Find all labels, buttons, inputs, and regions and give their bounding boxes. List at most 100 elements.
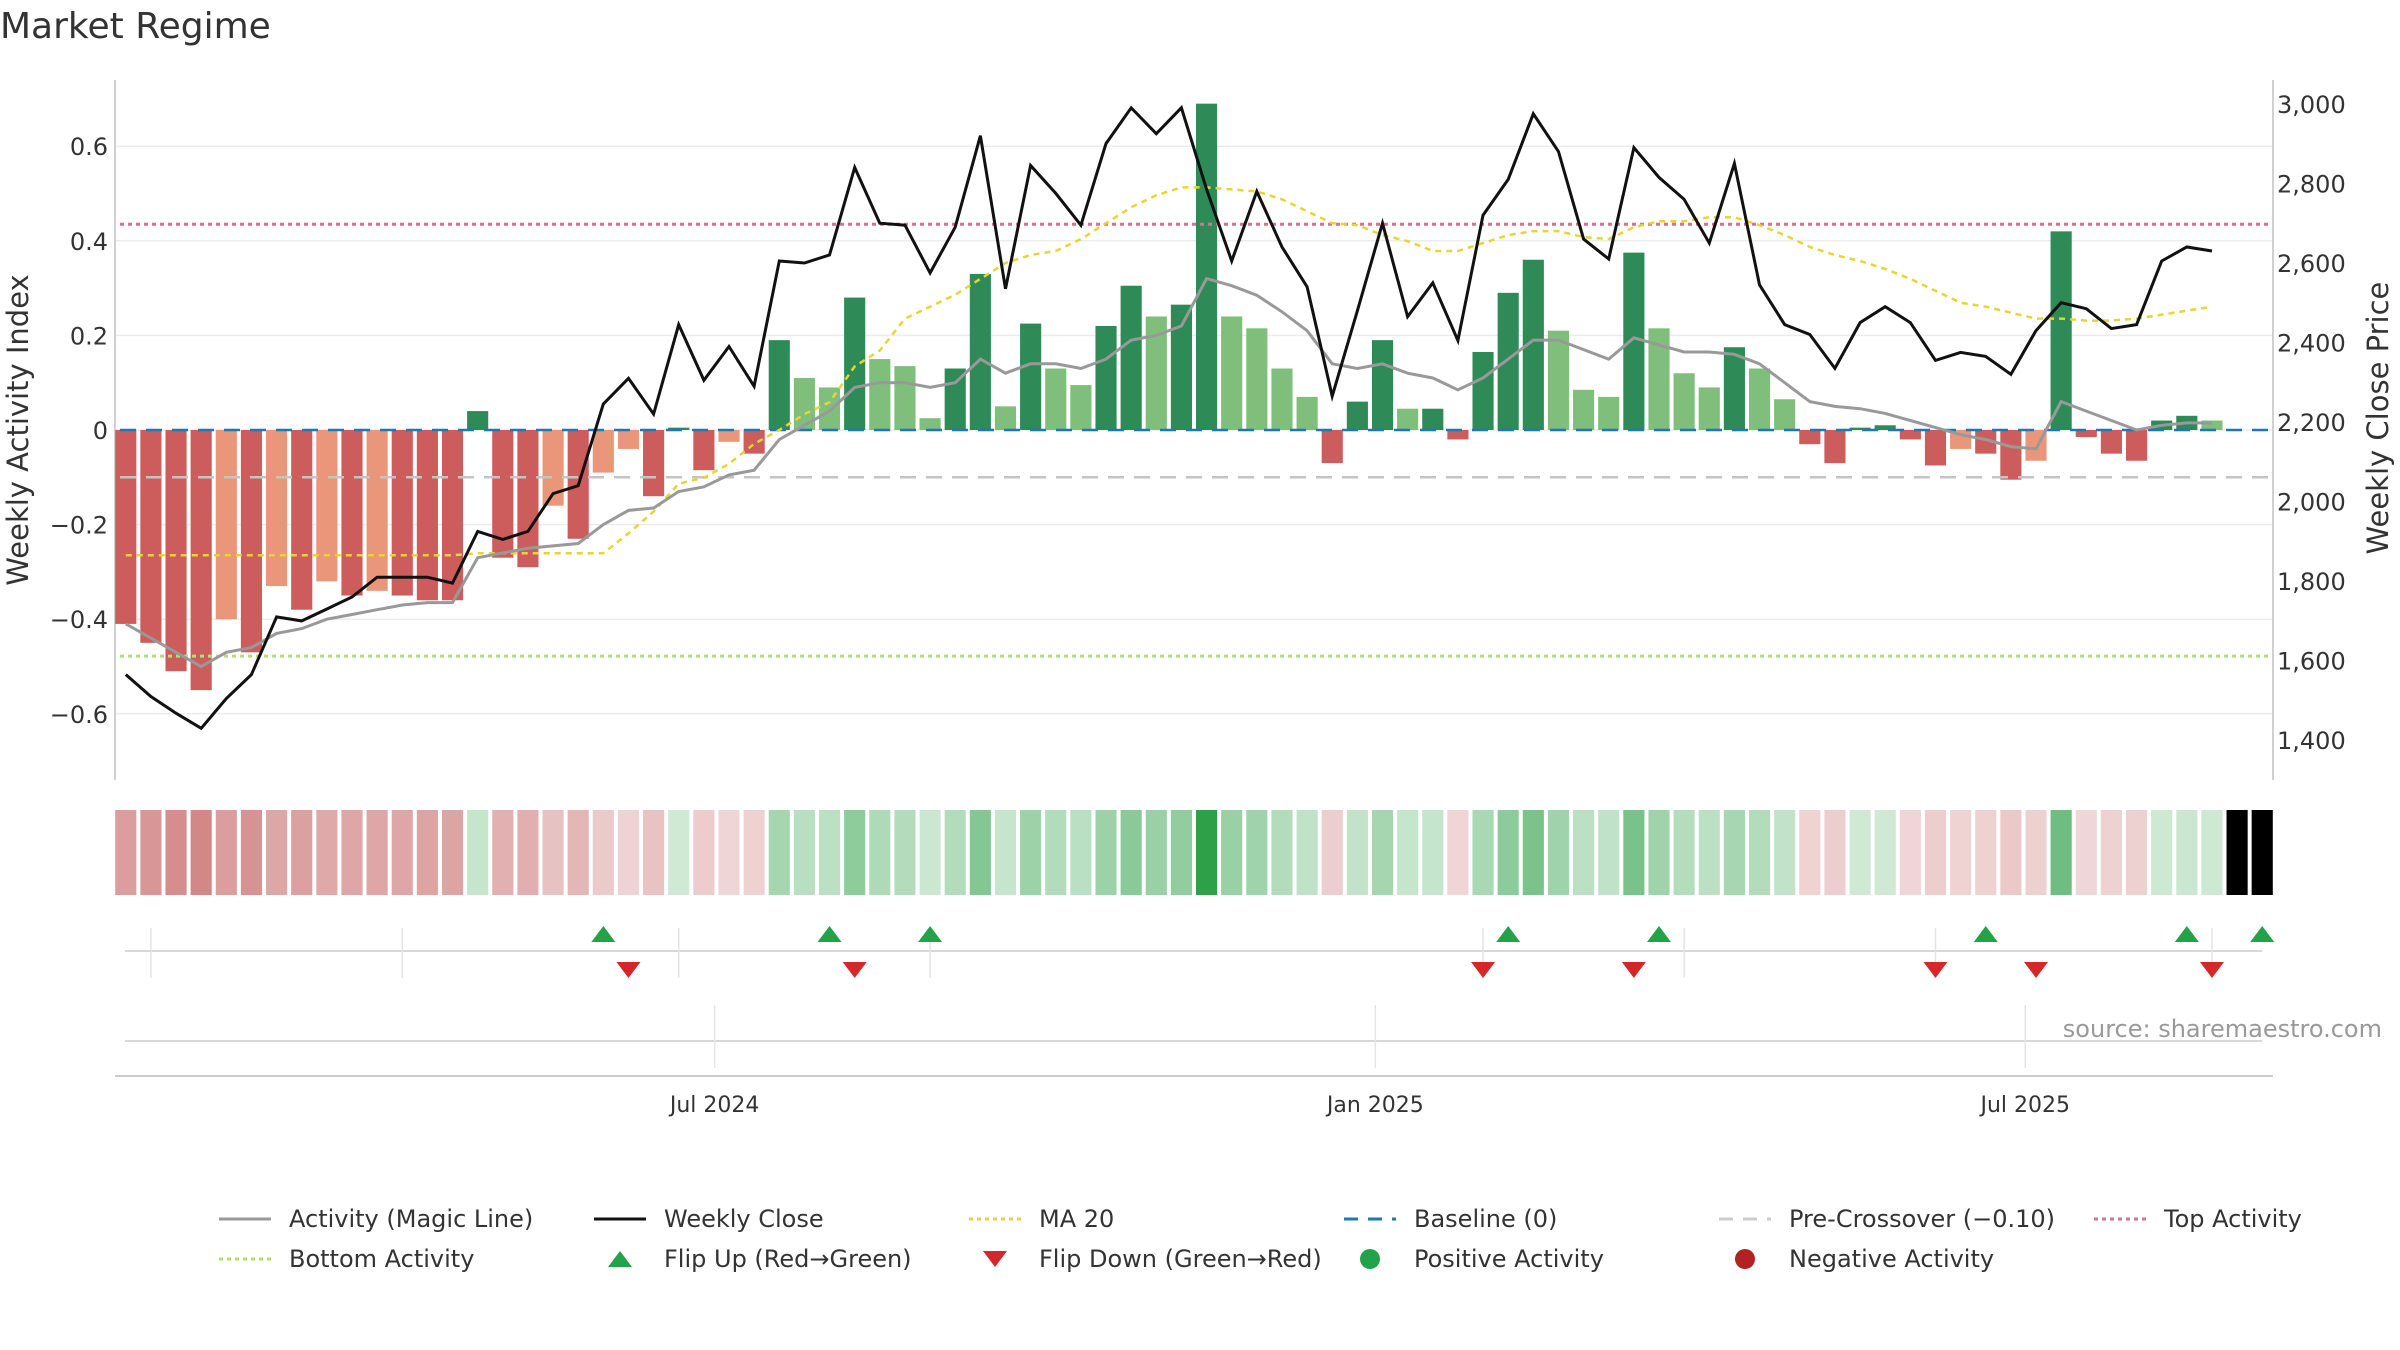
activity-bar: [1120, 285, 1142, 430]
regime-strip-cell: [1623, 810, 1645, 895]
regime-strip-cell: [1321, 810, 1343, 895]
legend-label: Activity (Magic Line): [289, 1205, 534, 1233]
regime-strip-cell: [1522, 810, 1544, 895]
regime-strip-cell: [617, 810, 640, 895]
activity-bar: [1698, 387, 1720, 430]
regime-strip-cell: [416, 810, 438, 895]
legend-weekly-close: Weekly Close: [590, 1204, 965, 1234]
activity-bar: [291, 430, 313, 610]
magic-line: [125, 276, 2212, 669]
activity-bar: [869, 359, 891, 430]
activity-bar: [592, 430, 614, 473]
regime-strip-cell: [1774, 810, 1796, 895]
regime-strip-cell: [1723, 810, 1745, 895]
regime-strip-cell: [1673, 810, 1695, 895]
flip-up-marker: [591, 926, 616, 942]
activity-bar: [1447, 430, 1469, 440]
regime-strip-cell: [1221, 810, 1243, 895]
y-tick-label: 0.6: [70, 133, 108, 161]
legend-label: Pre-Crossover (−0.10): [1789, 1205, 2056, 1233]
activity-bar: [266, 430, 288, 587]
activity-bar: [1748, 368, 1771, 430]
activity-bar: [844, 297, 866, 430]
flip-up-marker: [2174, 926, 2199, 942]
regime-strip-cell: [1271, 810, 1293, 895]
activity-bar: [1774, 399, 1796, 430]
activity-bar: [743, 430, 765, 454]
legend-ma20: MA 20: [965, 1204, 1340, 1234]
activity-bar: [1799, 430, 1821, 445]
activity-bar: [1246, 328, 1268, 430]
regime-strip-cell: [2176, 810, 2198, 895]
regime-strip-cell: [165, 810, 187, 895]
regime-strip-cell: [944, 810, 966, 895]
legend-label: Weekly Close: [664, 1205, 824, 1233]
activity-bar: [1673, 373, 1695, 430]
legend-label: Flip Up (Red→Green): [664, 1245, 912, 1273]
y-tick-label: 0: [93, 417, 108, 445]
activity-bar: [2100, 430, 2122, 454]
regime-strip-cell: [492, 810, 514, 895]
regime-strip-cell: [1748, 810, 1771, 895]
legend-marker: [1360, 1249, 1380, 1269]
regime-strip-cell: [1598, 810, 1620, 895]
activity-bar: [1824, 430, 1846, 464]
y-tick-label: 0.2: [70, 322, 108, 350]
regime-strip-cell: [1975, 810, 1997, 895]
regime-strip-cell: [1547, 810, 1570, 895]
legend-flip-up: Flip Up (Red→Green): [590, 1244, 965, 1274]
activity-bar: [768, 340, 790, 430]
activity-bar: [1573, 389, 1595, 430]
ma20-line: [125, 186, 2213, 557]
regime-strip-cell: [1924, 810, 1947, 895]
activity-bar: [467, 411, 489, 430]
regime-strip-cell: [1899, 810, 1921, 895]
legend-swatch: [219, 1217, 271, 1221]
activity-bar: [1271, 368, 1293, 430]
chart-legend: Activity (Magic Line) Weekly Close MA 20 Ba…: [215, 1204, 2355, 1274]
y2-axis-label: Weekly Close Price: [2361, 282, 2395, 555]
y-tick-label: 0.4: [70, 228, 108, 256]
regime-strip-cell: [768, 810, 790, 895]
activity-bar: [1070, 385, 1092, 430]
legend-swatch: [219, 1257, 271, 1261]
activity-bar: [115, 430, 137, 624]
activity-bar: [1975, 430, 1997, 454]
legend-swatch: [594, 1217, 646, 1221]
activity-bar: [215, 430, 237, 620]
y2-tick-label: 2,200: [2277, 409, 2346, 437]
regime-strip-cell: [1573, 810, 1595, 895]
regime-strip-cell: [1849, 810, 1871, 895]
regime-strip-cell: [1296, 810, 1318, 895]
activity-bar: [1196, 103, 1218, 430]
activity-bar: [391, 430, 413, 596]
regime-strip-cell: [517, 810, 539, 895]
regime-strip-cell: [793, 810, 815, 895]
weekly-close-line: [124, 104, 2213, 731]
regime-strip-cell: [894, 810, 916, 895]
y2-tick-label: 2,400: [2277, 330, 2346, 358]
activity-bar: [1170, 304, 1192, 430]
activity-bar: [1723, 347, 1745, 430]
regime-strip-cell: [140, 810, 162, 895]
y-tick-label: −0.4: [50, 606, 108, 634]
activity-bar: [818, 387, 841, 430]
regime-strip-cell: [2000, 810, 2022, 895]
regime-strip-cell: [115, 810, 137, 895]
legend-swatch: [1735, 1249, 1755, 1269]
legend-pre-crossover: Pre-Crossover (−0.10): [1715, 1204, 2090, 1234]
regime-strip-cell: [1824, 810, 1846, 895]
activity-bar: [1849, 427, 1871, 430]
activity-bar: [316, 430, 338, 582]
regime-strip-cell: [844, 810, 866, 895]
regime-strip-cell: [1196, 810, 1218, 895]
regime-strip-cell: [240, 810, 263, 895]
regime-strip-cell: [693, 810, 715, 895]
regime-strip-cell: [366, 810, 388, 895]
y-tick-label: −0.2: [50, 512, 108, 540]
legend-bottom-activity: Bottom Activity: [215, 1244, 590, 1274]
legend-label: Bottom Activity: [289, 1245, 475, 1273]
activity-bar: [1321, 430, 1343, 464]
activity-bar: [1648, 328, 1670, 430]
regime-strip-cell: [2025, 810, 2047, 895]
